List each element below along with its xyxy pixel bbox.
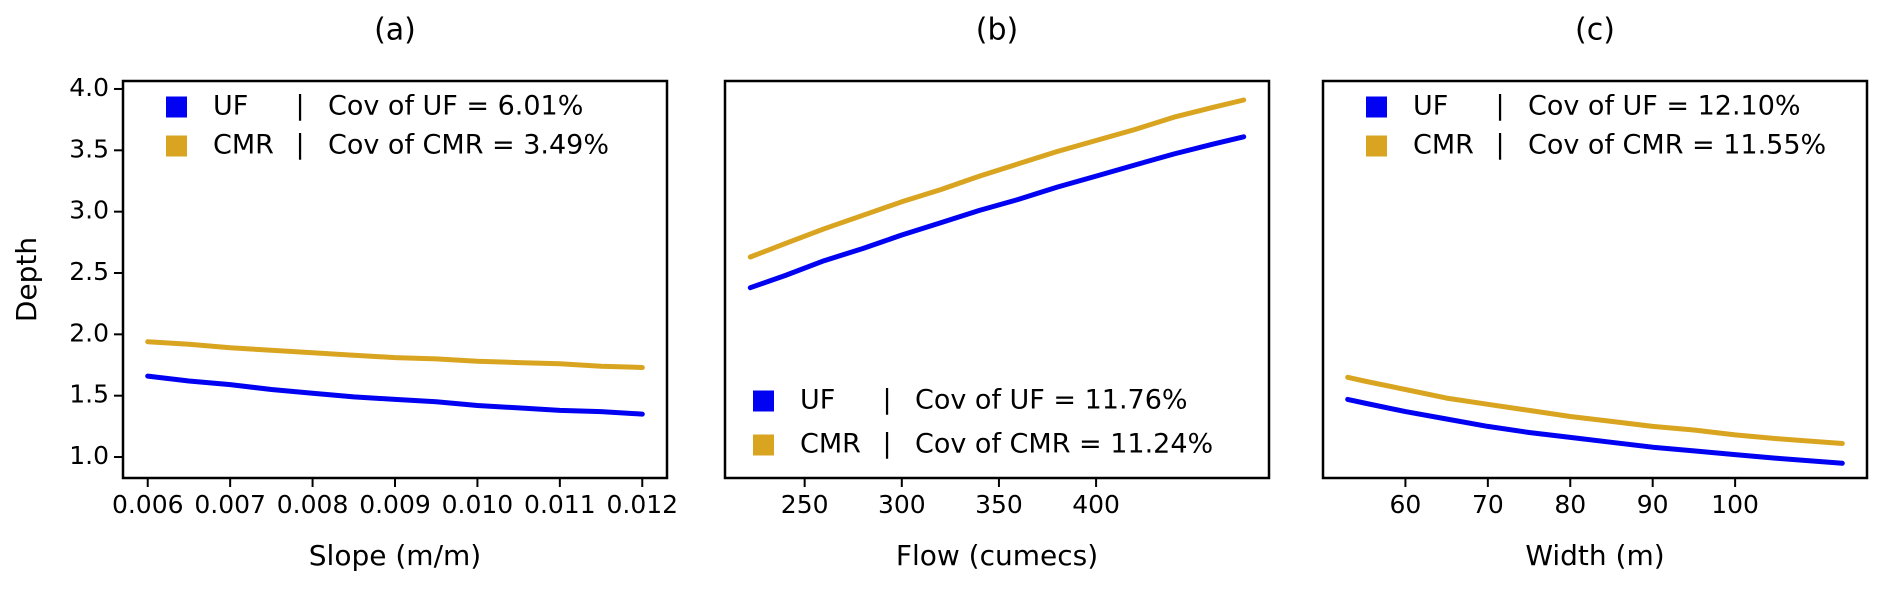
x-tick-label: 70 — [1472, 490, 1504, 519]
y-tick-label: 2.0 — [69, 318, 109, 347]
series-line-uf — [1345, 396, 1845, 466]
x-tick-label: 0.008 — [277, 490, 349, 519]
x-tick-label: 60 — [1390, 490, 1422, 519]
legend-swatch-uf — [753, 390, 774, 412]
x-tick-label: 250 — [781, 490, 829, 519]
legend-separator: | — [1495, 91, 1504, 122]
panel-title: (b) — [976, 13, 1018, 48]
plot-frame — [1321, 79, 1869, 480]
legend-swatch-uf — [166, 96, 187, 118]
y-tick-label: 3.5 — [69, 134, 109, 163]
x-tick-label: 0.007 — [194, 490, 266, 519]
plot-frame — [121, 79, 669, 480]
legend-cov-text: Cov of CMR = 11.55% — [1528, 130, 1826, 161]
y-tick-label: 1.0 — [69, 441, 109, 470]
x-axis-label: Width (m) — [1525, 539, 1664, 572]
panel-a — [114, 79, 669, 487]
x-tick-label: 0.009 — [359, 490, 431, 519]
legend-series-name: UF — [213, 91, 248, 122]
panel-c — [1321, 79, 1869, 487]
series-line-cmr — [1345, 374, 1845, 446]
y-tick-label: 1.5 — [69, 380, 109, 409]
x-tick-label: 0.011 — [524, 490, 596, 519]
legend-swatch-cmr — [1366, 135, 1387, 157]
legend-separator: | — [295, 130, 304, 161]
legend-series-name: CMR — [800, 429, 861, 460]
x-tick-label: 0.012 — [606, 490, 678, 519]
y-tick-label: 4.0 — [69, 73, 109, 102]
legend-separator: | — [882, 385, 891, 416]
legend-series-name: UF — [800, 385, 835, 416]
x-tick-label: 350 — [975, 490, 1023, 519]
series-line-uf — [145, 373, 645, 417]
series-line-cmr — [145, 339, 645, 370]
legend-separator: | — [1495, 130, 1504, 161]
y-tick-label: 3.0 — [69, 196, 109, 225]
legend-series-name: CMR — [1413, 130, 1474, 161]
legend-cov-text: Cov of CMR = 3.49% — [328, 130, 609, 161]
panel-title: (c) — [1575, 13, 1615, 48]
panel-b — [723, 79, 1271, 487]
y-axis-label: Depth — [10, 237, 43, 322]
legend-swatch-cmr — [753, 434, 774, 456]
x-tick-label: 400 — [1072, 490, 1120, 519]
x-tick-label: 0.006 — [112, 490, 184, 519]
series-line-cmr — [747, 97, 1247, 260]
legend-separator: | — [295, 91, 304, 122]
x-tick-label: 100 — [1711, 490, 1759, 519]
x-tick-label: 90 — [1637, 490, 1669, 519]
x-axis-label: Flow (cumecs) — [896, 539, 1098, 572]
legend-swatch-cmr — [166, 135, 187, 157]
legend-cov-text: Cov of UF = 6.01% — [328, 91, 583, 122]
legend-cov-text: Cov of CMR = 11.24% — [915, 429, 1213, 460]
x-tick-label: 0.010 — [442, 490, 514, 519]
x-axis-label: Slope (m/m) — [309, 539, 481, 572]
legend-cov-text: Cov of UF = 11.76% — [915, 385, 1188, 416]
legend-separator: | — [882, 429, 891, 460]
x-tick-label: 300 — [878, 490, 926, 519]
plot-frame — [723, 79, 1271, 480]
x-tick-label: 80 — [1554, 490, 1586, 519]
legend-series-name: CMR — [213, 130, 274, 161]
panel-title: (a) — [374, 13, 416, 48]
series-line-uf — [747, 134, 1247, 291]
y-tick-label: 2.5 — [69, 257, 109, 286]
legend-series-name: UF — [1413, 91, 1448, 122]
legend-swatch-uf — [1366, 96, 1387, 118]
legend-cov-text: Cov of UF = 12.10% — [1528, 91, 1801, 122]
